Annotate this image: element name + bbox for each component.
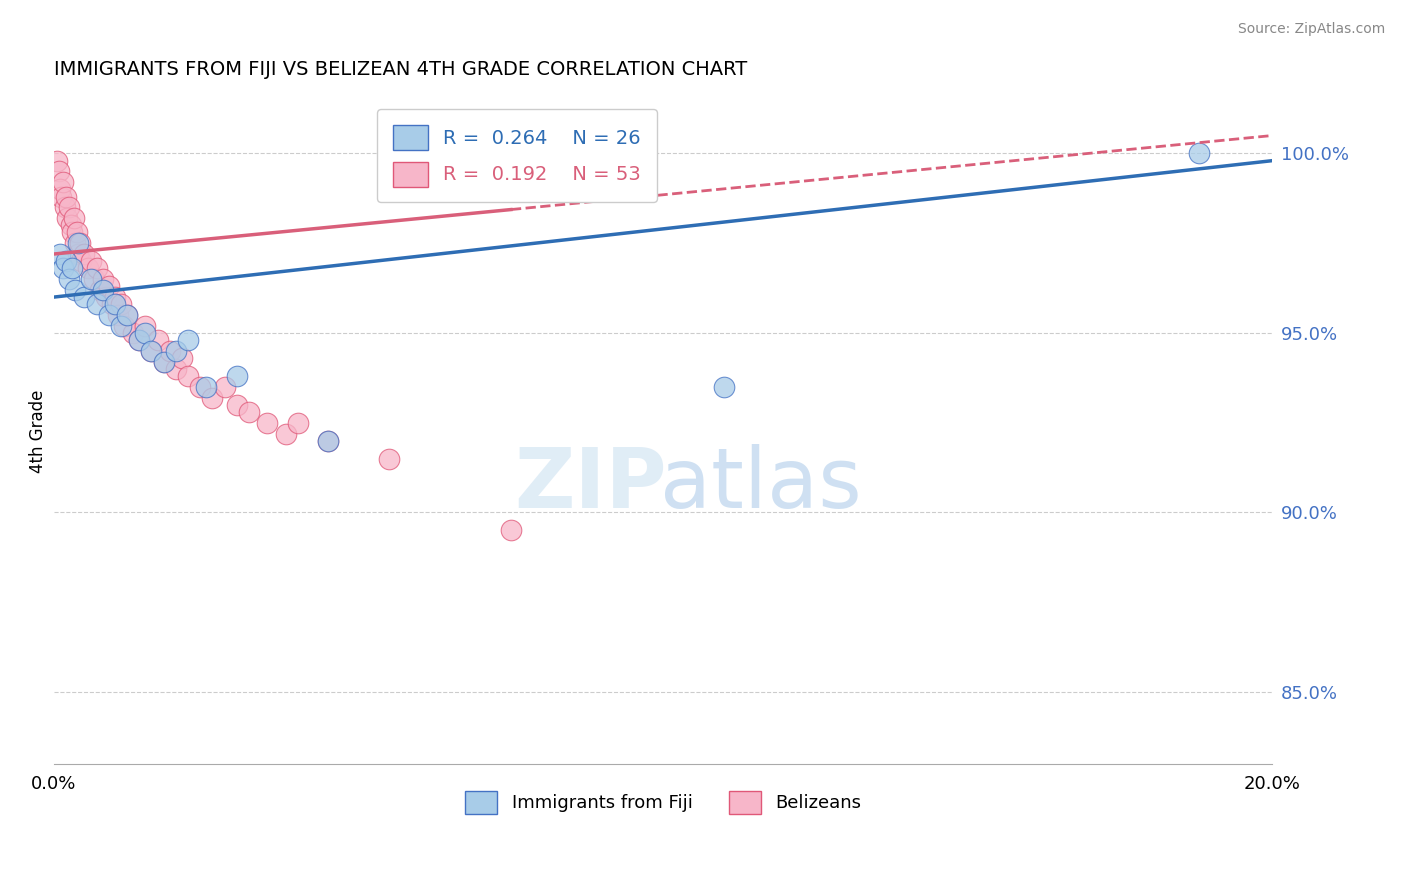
Point — [146, 333, 169, 347]
Y-axis label: 4th Grade: 4th Grade — [30, 390, 46, 474]
Point — [1188, 146, 1211, 161]
Point — [56, 211, 79, 225]
Point — [79, 254, 101, 268]
Point — [53, 200, 76, 214]
Point — [287, 416, 309, 430]
Point — [713, 380, 735, 394]
Point — [83, 272, 105, 286]
Point — [115, 308, 138, 322]
Point — [177, 369, 200, 384]
Text: atlas: atlas — [659, 444, 862, 525]
Point — [107, 308, 129, 322]
Point — [52, 175, 75, 189]
Point — [378, 451, 401, 466]
Point — [115, 308, 138, 322]
Point — [89, 283, 111, 297]
Point — [73, 290, 96, 304]
Point — [128, 333, 150, 347]
Point — [195, 380, 218, 394]
Point — [122, 326, 145, 340]
Point — [214, 380, 236, 394]
Point — [141, 343, 163, 358]
Point — [91, 272, 114, 286]
Point — [165, 362, 187, 376]
Point — [97, 279, 120, 293]
Point — [110, 297, 132, 311]
Point — [48, 164, 70, 178]
Point — [60, 219, 83, 233]
Point — [499, 524, 522, 538]
Point — [66, 226, 89, 240]
Point — [79, 272, 101, 286]
Point — [188, 380, 211, 394]
Point — [67, 236, 90, 251]
Point — [67, 247, 90, 261]
Point — [49, 247, 72, 261]
Point — [165, 343, 187, 358]
Point — [58, 200, 80, 214]
Point — [51, 189, 73, 203]
Point — [60, 226, 83, 240]
Point — [112, 318, 135, 333]
Point — [316, 434, 339, 448]
Point — [201, 391, 224, 405]
Point — [70, 254, 93, 268]
Point — [91, 283, 114, 297]
Point — [60, 261, 83, 276]
Point — [316, 434, 339, 448]
Point — [65, 283, 87, 297]
Point — [69, 236, 91, 251]
Text: ZIP: ZIP — [513, 444, 666, 525]
Point — [134, 318, 156, 333]
Point — [73, 247, 96, 261]
Point — [152, 354, 174, 368]
Point — [225, 398, 247, 412]
Point — [177, 333, 200, 347]
Point — [104, 290, 127, 304]
Point — [225, 369, 247, 384]
Point — [141, 343, 163, 358]
Text: Source: ZipAtlas.com: Source: ZipAtlas.com — [1237, 22, 1385, 37]
Point — [170, 351, 193, 365]
Point — [274, 426, 297, 441]
Point — [97, 308, 120, 322]
Point — [256, 416, 278, 430]
Point — [101, 297, 124, 311]
Point — [152, 354, 174, 368]
Point — [86, 261, 108, 276]
Legend: Immigrants from Fiji, Belizeans: Immigrants from Fiji, Belizeans — [457, 783, 869, 822]
Point — [49, 182, 72, 196]
Point — [58, 272, 80, 286]
Point — [86, 297, 108, 311]
Point — [110, 318, 132, 333]
Point — [52, 261, 75, 276]
Point — [94, 290, 117, 304]
Point — [159, 343, 181, 358]
Point — [128, 333, 150, 347]
Point — [238, 405, 260, 419]
Point — [104, 297, 127, 311]
Point — [65, 236, 87, 251]
Text: IMMIGRANTS FROM FIJI VS BELIZEAN 4TH GRADE CORRELATION CHART: IMMIGRANTS FROM FIJI VS BELIZEAN 4TH GRA… — [53, 60, 747, 78]
Point — [55, 254, 77, 268]
Point — [46, 153, 69, 168]
Point — [134, 326, 156, 340]
Point — [55, 189, 77, 203]
Point — [76, 261, 98, 276]
Point — [62, 211, 84, 225]
